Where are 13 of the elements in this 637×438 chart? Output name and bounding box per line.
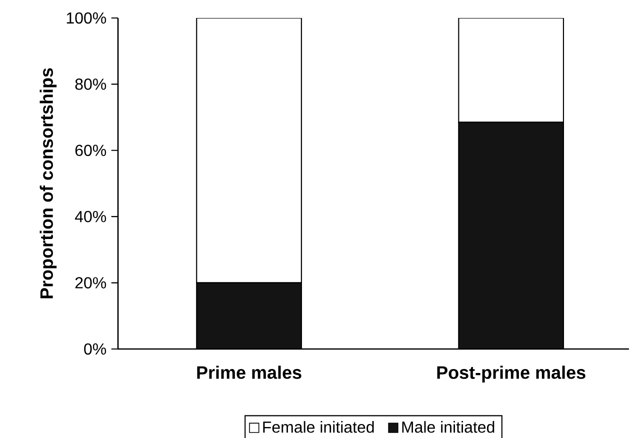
y-tick-label: 100% [66,12,106,24]
y-tick-label: 0% [84,343,106,355]
x-tick-label: Prime males [197,366,302,379]
legend-label: Male initiated [402,421,494,433]
legend-label: Female initiated [263,421,374,433]
y-tick-label: 20% [75,277,106,288]
y-tick-label: 80% [75,78,106,90]
x-tick-label: Post-prime males [437,366,586,382]
y-axis-title: Proportion of consortships [40,68,57,298]
y-tick-label: 40% [74,210,106,222]
bar [458,122,564,349]
y-tick-label: 60% [75,144,106,156]
bar [196,282,302,349]
